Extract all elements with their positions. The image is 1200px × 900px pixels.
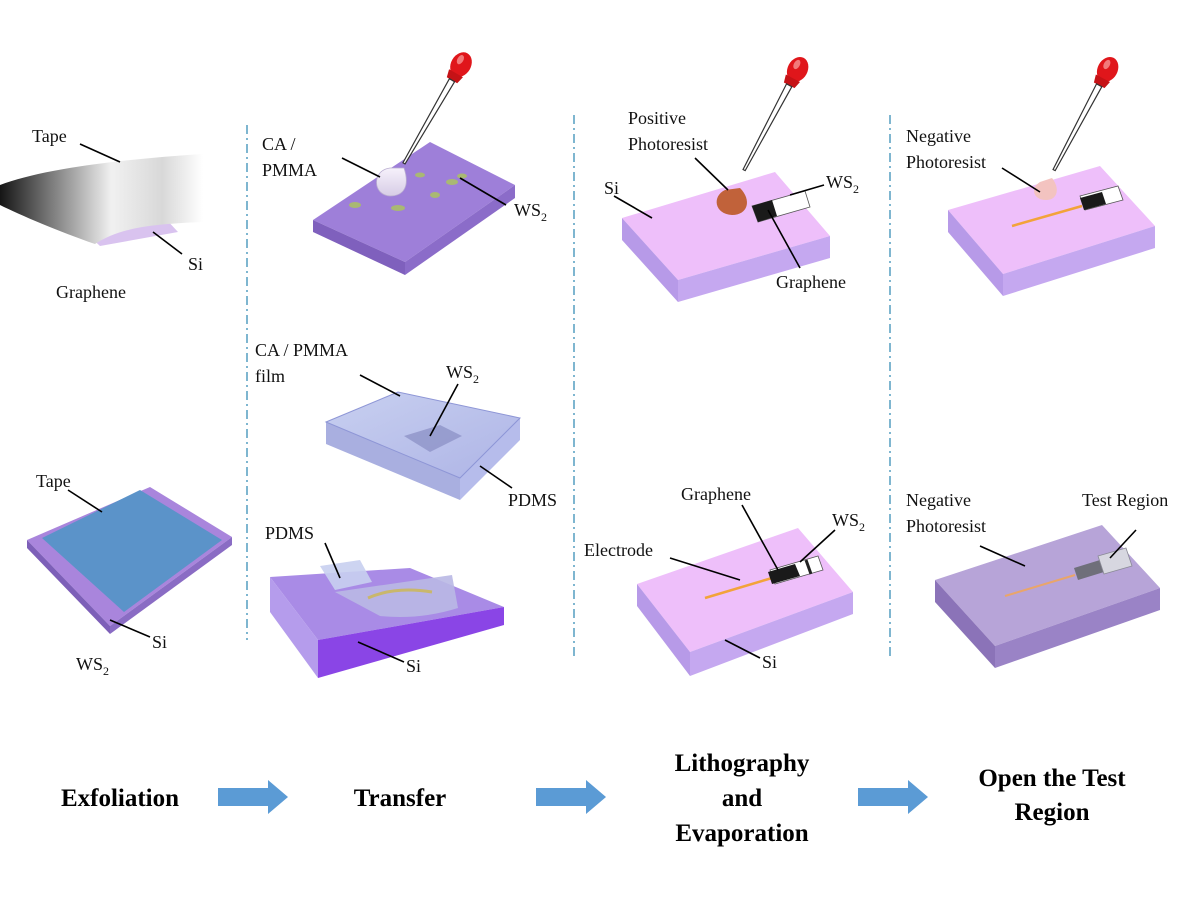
lithography-top-illustration: Positive Photoresist Si WS2 Graphene xyxy=(604,52,859,302)
stage-lithography-line2: and xyxy=(722,785,762,812)
pdms-label: PDMS xyxy=(265,523,314,543)
ws2-label: WS2 xyxy=(826,172,859,196)
tape-label: Tape xyxy=(36,471,71,491)
film-label-line1: CA / PMMA xyxy=(255,340,348,360)
exfoliation-top-illustration: Tape Si Graphene xyxy=(0,126,203,302)
positive-photoresist-label-line1: Positive xyxy=(628,108,686,128)
open-region-bottom-illustration: Negative Photoresist Test Region xyxy=(906,490,1168,668)
ca-pmma-label-line2: PMMA xyxy=(262,160,317,180)
si-label: Si xyxy=(152,632,167,652)
graphene-label: Graphene xyxy=(56,282,126,302)
positive-photoresist-drop xyxy=(716,188,747,215)
blue-tape xyxy=(42,490,222,612)
ca-pmma-drop xyxy=(376,167,407,197)
negative-photoresist-label-line1: Negative xyxy=(906,126,971,146)
peeling-tape xyxy=(0,154,203,244)
positive-photoresist-label-line2: Photoresist xyxy=(628,134,708,154)
arrow-right-icon xyxy=(536,780,606,814)
transfer-top-illustration: CA / PMMA WS2 xyxy=(262,47,547,275)
si-label: Si xyxy=(406,656,421,676)
exfoliation-bottom-illustration: Tape Si WS2 xyxy=(27,471,232,678)
lithography-bottom-illustration: Graphene WS2 Electrode Si xyxy=(584,484,865,676)
stage-transfer: Transfer xyxy=(354,785,447,812)
negative-photoresist-label-line1: Negative xyxy=(906,490,971,510)
transfer-middle-illustration: CA / PMMA film WS2 PDMS xyxy=(255,340,557,510)
si-substrate xyxy=(637,528,853,652)
pdms-stamp xyxy=(335,575,458,617)
stage-open-line1: Open the Test xyxy=(978,765,1126,792)
test-region-label: Test Region xyxy=(1082,490,1168,510)
negative-photoresist-label-line2: Photoresist xyxy=(906,516,986,536)
stage-open-line2: Region xyxy=(1015,799,1090,826)
stage-lithography-line1: Lithography xyxy=(675,750,810,777)
dropper-icon xyxy=(1044,52,1124,176)
graphene-label: Graphene xyxy=(776,272,846,292)
ws2-label: WS2 xyxy=(446,362,479,386)
film-label-line2: film xyxy=(255,366,285,386)
arrow-right-icon xyxy=(218,780,288,814)
stage-exfoliation: Exfoliation xyxy=(61,785,179,812)
dropper-icon xyxy=(734,52,814,176)
electrode-label: Electrode xyxy=(584,540,653,560)
si-label: Si xyxy=(604,178,619,198)
negative-photoresist-drop xyxy=(1034,178,1057,200)
ws2-label: WS2 xyxy=(832,510,865,534)
ws2-flake xyxy=(404,425,462,452)
graphene-label: Graphene xyxy=(681,484,751,504)
si-substrate xyxy=(313,142,515,262)
ws2-label: WS2 xyxy=(514,200,547,224)
graphene-flake xyxy=(768,564,800,584)
electrode-line xyxy=(704,576,773,600)
si-label: Si xyxy=(762,652,777,672)
si-label: Si xyxy=(188,254,203,274)
negative-photoresist-label-line2: Photoresist xyxy=(906,152,986,172)
arrow-right-icon xyxy=(858,780,928,814)
open-region-top-illustration: Negative Photoresist xyxy=(906,52,1155,296)
tape-label: Tape xyxy=(32,126,67,146)
ws2-label: WS2 xyxy=(76,654,109,678)
ca-pmma-label-line1: CA / xyxy=(262,134,296,154)
pdms-label: PDMS xyxy=(508,490,557,510)
transfer-bottom-illustration: PDMS Si xyxy=(265,523,504,678)
ws2-flakes xyxy=(349,172,467,211)
stage-lithography-line3: Evaporation xyxy=(675,820,808,847)
